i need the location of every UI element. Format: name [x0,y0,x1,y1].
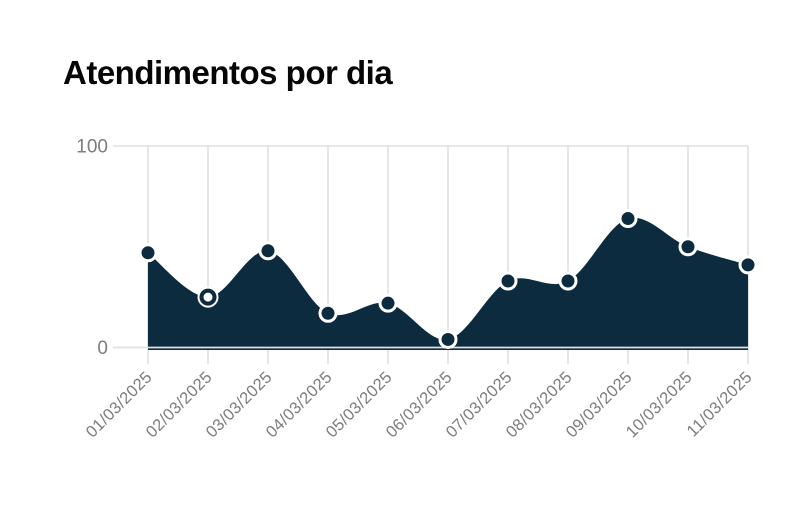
data-point-01/03/2025[interactable] [138,243,158,263]
y-tick-label-100: 100 [76,137,108,158]
data-point-09/03/2025[interactable] [618,209,638,229]
data-point-05/03/2025[interactable] [378,293,398,313]
data-point-04/03/2025[interactable] [318,303,338,323]
x-tick-label-11/03/2025: 11/03/2025 [683,368,755,440]
data-point-10/03/2025[interactable] [678,237,698,257]
y-axis-labels: 0 100 [76,137,108,360]
y-tick-label-0: 0 [97,338,108,359]
data-point-07/03/2025[interactable] [498,271,518,291]
data-point-06/03/2025[interactable] [438,329,458,349]
area-series-atendimentos [148,217,748,350]
data-point-markers [138,209,758,349]
chart-title: Atendimentos por dia [63,54,393,91]
data-point-11/03/2025[interactable] [738,255,758,275]
data-point-08/03/2025[interactable] [558,271,578,291]
data-point-03/03/2025[interactable] [258,241,278,261]
x-axis-labels: 01/03/202502/03/202503/03/202504/03/2025… [83,368,756,441]
data-point-02/03/2025[interactable] [197,286,219,308]
